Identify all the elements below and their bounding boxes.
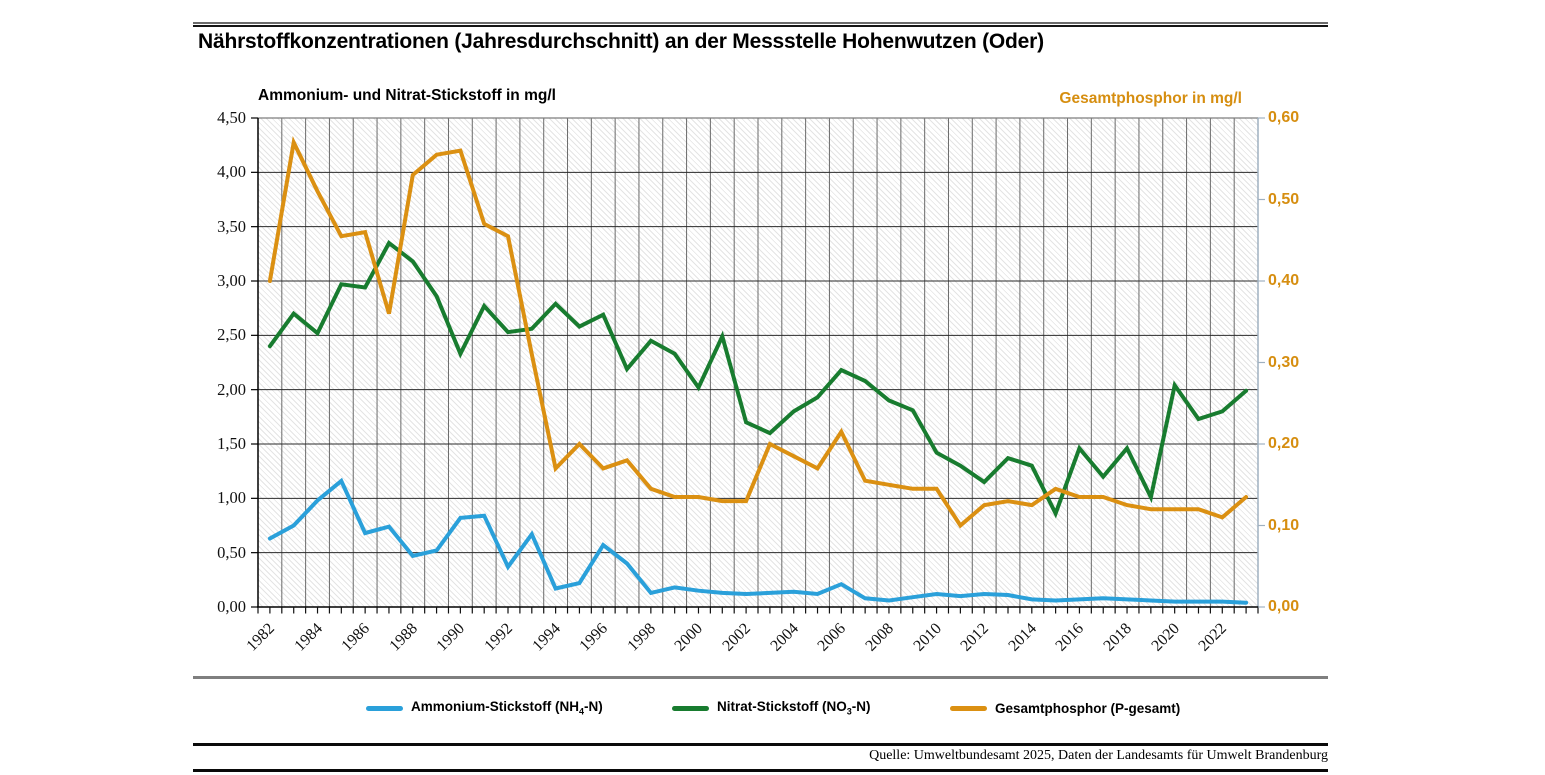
x-axis-label: 2014	[1005, 620, 1040, 655]
right-axis-label: 0,50	[1268, 190, 1300, 208]
x-axis-label: 1996	[576, 620, 612, 655]
legend-item-0: Ammonium-Stickstoff (NH4-N)	[366, 699, 603, 717]
legend-item-2: Gesamtphosphor (P-gesamt)	[950, 699, 1180, 717]
x-axis-label: 2022	[1195, 620, 1231, 655]
left-axis-label: 4,50	[217, 108, 246, 127]
left-axis-label: 3,00	[217, 271, 246, 290]
footer-divider-rule	[193, 743, 1328, 746]
x-axis-ticks	[257, 607, 1259, 614]
plot-area-hatched-background	[258, 118, 1258, 607]
x-axis-label: 2020	[1148, 620, 1183, 655]
page-title: Nährstoffkonzentrationen (Jahresdurchsch…	[198, 30, 1044, 53]
top-divider-rule	[193, 22, 1328, 27]
x-axis-label: 2006	[814, 620, 850, 655]
x-axis-label: 1982	[243, 620, 278, 655]
x-axis-label: 2012	[957, 620, 993, 655]
x-axis-label: 2016	[1052, 620, 1088, 655]
right-axis-label: 0,10	[1268, 516, 1300, 534]
left-axis-label: 1,00	[217, 488, 246, 508]
x-axis-label: 2004	[767, 620, 802, 655]
legend-label: Ammonium-Stickstoff (NH4-N)	[411, 699, 603, 717]
right-axis-label: 0,60	[1268, 109, 1300, 126]
left-axis-label: 0,00	[217, 597, 246, 616]
left-axis-label: 3,50	[217, 216, 246, 236]
legend-label: Nitrat-Stickstoff (NO3-N)	[717, 699, 871, 717]
x-axis-label: 2002	[719, 620, 755, 655]
left-axis-ticks	[251, 117, 258, 608]
x-axis-label: 2018	[1100, 620, 1136, 655]
legend-label: Gesamtphosphor (P-gesamt)	[995, 700, 1181, 716]
legend-item-1: Nitrat-Stickstoff (NO3-N)	[672, 699, 871, 717]
right-axis-label: 0,00	[1268, 598, 1300, 615]
x-axis-label: 1998	[624, 620, 659, 655]
legend-line-swatch	[366, 705, 403, 711]
x-axis-label: 1990	[433, 620, 469, 655]
right-axis-label: 0,30	[1268, 353, 1300, 371]
x-axis-label: 2008	[862, 620, 897, 655]
left-axis-title: Ammonium- und Nitrat-Stickstoff in mg/l	[258, 87, 556, 104]
x-axis-label: 2010	[909, 620, 945, 655]
x-axis-label: 1984	[290, 620, 326, 655]
x-axis-label: 1992	[481, 620, 517, 655]
left-axis-label: 1,50	[217, 434, 246, 453]
x-axis-label: 1994	[528, 620, 564, 655]
right-axis-label: 0,20	[1268, 435, 1300, 452]
bottom-border-rule	[193, 769, 1328, 772]
legend-divider-rule	[193, 676, 1328, 679]
legend-line-swatch	[672, 705, 709, 711]
right-axis-label: 0,40	[1268, 272, 1300, 289]
legend-line-swatch	[950, 705, 987, 711]
x-axis-label: 1986	[338, 620, 374, 655]
left-axis-label: 2,00	[217, 379, 246, 399]
left-axis-label: 2,50	[217, 325, 246, 345]
x-axis-label: 2000	[671, 620, 707, 655]
left-axis-label: 4,00	[217, 162, 246, 182]
source-attribution: Quelle: Umweltbundesamt 2025, Daten der …	[869, 748, 1328, 763]
x-axis-label: 1988	[386, 620, 421, 655]
right-axis-title: Gesamtphosphor in mg/l	[1059, 90, 1242, 107]
left-axis-label: 0,50	[217, 542, 246, 562]
right-axis-ticks	[1258, 117, 1265, 608]
